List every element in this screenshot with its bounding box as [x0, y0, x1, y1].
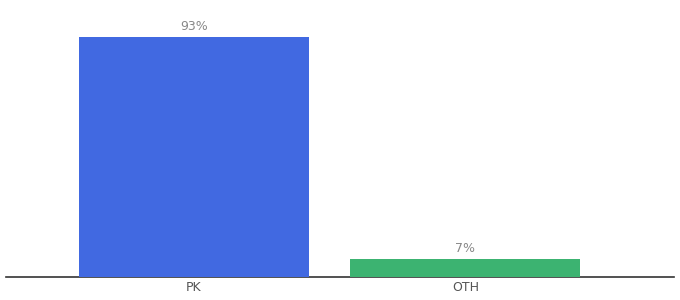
Bar: [79, 37, 309, 277]
Bar: [350, 259, 581, 277]
Text: 93%: 93%: [180, 20, 207, 33]
Text: 7%: 7%: [456, 242, 475, 255]
